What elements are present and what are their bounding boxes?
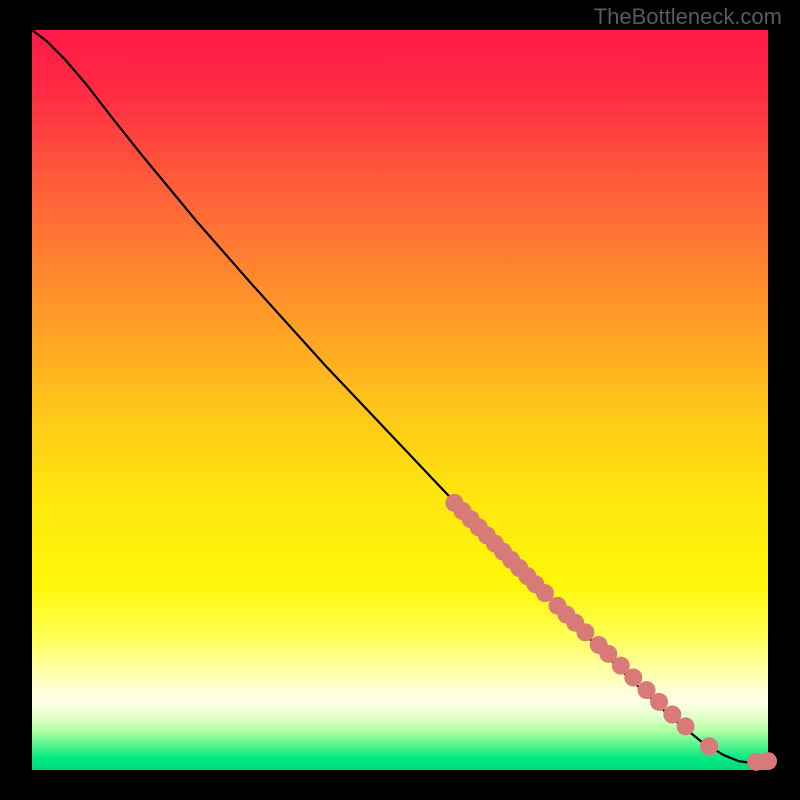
data-point <box>650 693 668 711</box>
data-point <box>700 737 718 755</box>
data-point <box>759 752 777 770</box>
chart-container: TheBottleneck.com <box>0 0 800 800</box>
bottleneck-chart <box>0 0 800 800</box>
data-point <box>624 669 642 687</box>
watermark-text: TheBottleneck.com <box>594 4 782 30</box>
data-point <box>576 623 594 641</box>
data-point <box>677 717 695 735</box>
plot-background <box>32 30 768 770</box>
